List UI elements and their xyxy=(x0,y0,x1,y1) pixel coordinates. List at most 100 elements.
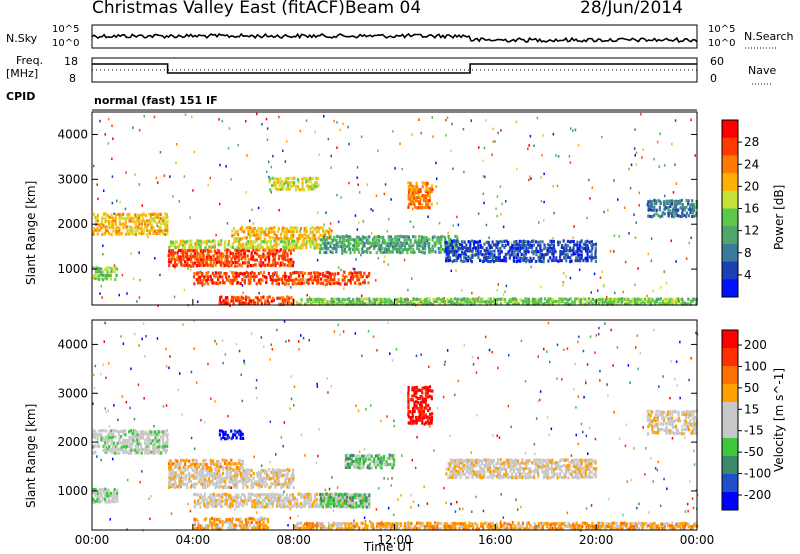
power-cell xyxy=(594,255,597,259)
velocity-cell xyxy=(197,499,200,503)
power-cell xyxy=(255,274,258,278)
power-cell xyxy=(430,202,433,206)
velocity-speck xyxy=(679,396,681,400)
power-cell xyxy=(380,235,383,240)
velocity-speck xyxy=(675,360,678,363)
velocity-cell xyxy=(315,498,318,502)
velocity-cell xyxy=(213,523,216,527)
power-speck xyxy=(646,294,648,298)
power-cell xyxy=(423,251,426,255)
power-cell xyxy=(183,246,186,250)
power-cell xyxy=(517,259,520,263)
velocity-cell xyxy=(257,504,260,508)
power-cell xyxy=(255,233,258,237)
power-cell xyxy=(653,208,656,212)
power-cell xyxy=(456,299,459,303)
velocity-speck xyxy=(563,348,565,351)
power-cell xyxy=(358,297,361,301)
power-cell xyxy=(249,233,252,237)
velocity-cell xyxy=(193,492,196,496)
power-cell xyxy=(490,250,493,254)
power-cell xyxy=(249,229,252,233)
power-cell xyxy=(423,238,426,242)
power-cell xyxy=(489,297,492,301)
power-cell xyxy=(469,256,472,260)
power-cell xyxy=(213,274,216,278)
power-cell xyxy=(567,255,570,259)
velocity-cell xyxy=(204,473,207,478)
velocity-speck xyxy=(387,506,390,510)
velocity-cell xyxy=(243,502,246,506)
power-cell xyxy=(374,240,377,245)
velocity-cell xyxy=(286,477,289,481)
power-speck xyxy=(516,167,518,171)
power-speck xyxy=(510,241,513,244)
power-cell xyxy=(206,239,209,243)
velocity-cell xyxy=(421,412,424,416)
velocity-cell xyxy=(134,448,137,452)
velocity-cell xyxy=(231,479,234,483)
velocity-cell xyxy=(223,492,226,496)
velocity-cell xyxy=(239,433,242,437)
velocity-cell xyxy=(340,502,343,506)
power-cell xyxy=(92,276,95,280)
velocity-speck xyxy=(472,363,475,366)
power-cell xyxy=(410,301,413,306)
power-cell xyxy=(451,298,455,302)
power-cell xyxy=(539,252,542,256)
power-cell xyxy=(475,249,478,253)
power-cell xyxy=(179,242,182,246)
power-speck xyxy=(147,235,149,239)
power-cell xyxy=(367,281,370,285)
power-cell xyxy=(443,250,446,254)
velocity-cell xyxy=(130,448,133,452)
velocity-cell xyxy=(255,521,258,525)
velocity-cell xyxy=(172,474,175,478)
power-cell xyxy=(562,239,565,243)
velocity-cell xyxy=(203,527,206,531)
power-cell xyxy=(512,253,515,257)
velocity-cell xyxy=(203,465,206,470)
power-cell xyxy=(685,198,688,203)
power-cell xyxy=(579,300,582,304)
power-cell xyxy=(365,238,368,242)
power-cell xyxy=(281,261,284,265)
velocity-cell xyxy=(92,500,95,504)
power-cell xyxy=(424,235,427,240)
power-cell xyxy=(213,281,216,285)
power-cell xyxy=(417,193,420,198)
velocity-cell xyxy=(363,493,366,497)
power-cell xyxy=(218,254,221,258)
power-cell xyxy=(234,298,238,302)
velocity-speck xyxy=(293,385,296,388)
power-cell xyxy=(426,193,429,198)
velocity-cell xyxy=(216,518,219,522)
velocity-cell xyxy=(188,471,191,475)
power-cell xyxy=(224,258,227,262)
power-cell xyxy=(506,301,509,305)
power-cell xyxy=(357,248,360,252)
velocity-cell xyxy=(147,438,150,442)
velocity-cell xyxy=(179,476,182,480)
power-cell xyxy=(582,247,586,251)
power-speck xyxy=(605,296,608,299)
power-cell xyxy=(285,177,288,181)
power-cell xyxy=(355,239,358,243)
power-cell xyxy=(275,234,279,238)
power-cell xyxy=(108,231,111,235)
power-cell xyxy=(398,250,401,254)
velocity-cell xyxy=(265,505,268,509)
power-cell xyxy=(516,300,519,304)
velocity-speck xyxy=(328,525,330,528)
power-speck xyxy=(445,118,447,122)
velocity-cell xyxy=(109,499,112,503)
power-cell xyxy=(331,246,334,250)
power-cell xyxy=(275,282,278,286)
power-cell xyxy=(263,254,266,258)
power-cell xyxy=(601,302,604,306)
velocity-cell xyxy=(327,504,330,508)
velocity-cell xyxy=(212,492,216,496)
power-speck xyxy=(633,297,635,300)
velocity-cell xyxy=(236,468,239,472)
power-cell xyxy=(343,275,346,279)
